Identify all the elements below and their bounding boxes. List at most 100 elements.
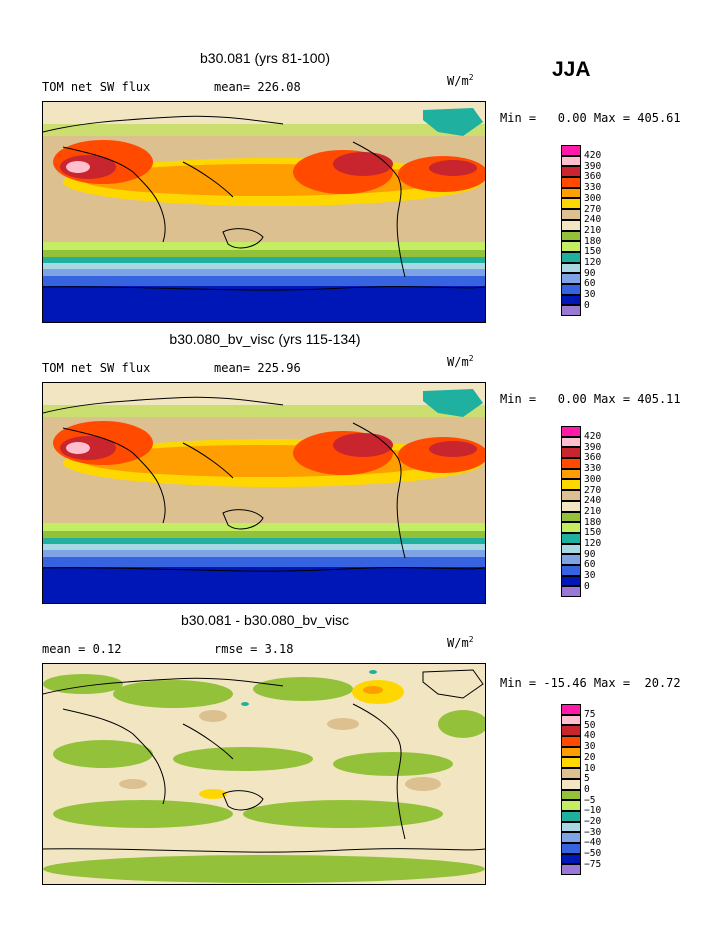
- field-pink-arabia: [66, 442, 90, 454]
- legend-color-box: [561, 187, 581, 199]
- panel-2-mean-label: mean= 225.96: [214, 361, 301, 375]
- panel-1-mean-label: mean= 226.08: [214, 80, 301, 94]
- panel-3-mean-label: mean = 0.12: [42, 642, 122, 656]
- legend-color-box: [561, 725, 581, 737]
- legend-color-box: [561, 768, 581, 779]
- band-lightblue-south: [43, 544, 485, 550]
- coast-americas: [352, 422, 406, 559]
- legend-color-box: [561, 145, 581, 156]
- legend-label: 360: [584, 171, 602, 183]
- legend-label: −40: [584, 837, 602, 849]
- legend-color-box: [561, 586, 581, 597]
- legend-color-box: [561, 575, 581, 587]
- panel-2-title: b30.080_bv_visc (yrs 115-134): [169, 331, 361, 347]
- panel-1-map-svg: [43, 102, 485, 322]
- panel-2-variable-label: TOM net SW flux: [42, 361, 151, 375]
- coast-eurasia-north: [43, 115, 284, 133]
- legend-color-box: [561, 810, 581, 822]
- coast-antarctica: [43, 567, 485, 572]
- legend-color-box: [561, 447, 581, 459]
- panel-1-units: W/m2: [447, 73, 474, 88]
- legend-color-box: [561, 832, 581, 843]
- legend-label: 75: [584, 709, 596, 720]
- field-teal-spot: [369, 670, 377, 674]
- legend-color-box: [561, 155, 581, 167]
- panel-3-map: [42, 663, 486, 885]
- legend-label: 420: [584, 431, 602, 442]
- panel-2-minmax: Min = 0.00 Max = 405.11: [500, 392, 681, 406]
- panel-2-legend: [561, 426, 581, 597]
- patch: [333, 752, 453, 776]
- legend-label: 300: [584, 192, 602, 204]
- patch: [173, 747, 313, 771]
- panel-2-units: W/m2: [447, 354, 474, 369]
- legend-color-box: [561, 532, 581, 544]
- legend-label: 60: [584, 278, 596, 290]
- coast-australia: [222, 228, 264, 249]
- legend-label: 150: [584, 527, 602, 539]
- patch: [253, 677, 353, 701]
- legend-label: 330: [584, 182, 602, 194]
- coast-africa: [62, 427, 166, 524]
- legend-label: 30: [584, 570, 596, 582]
- legend-label: −5: [584, 794, 596, 806]
- patch: [119, 779, 147, 789]
- coastlines: [43, 396, 485, 572]
- legend-color-box: [561, 853, 581, 865]
- legend-color-box: [561, 842, 581, 854]
- coast-eurasia-north: [43, 677, 284, 695]
- legend-color-box: [561, 198, 581, 210]
- legend-color-box: [561, 746, 581, 758]
- legend-color-box: [561, 426, 581, 437]
- coastlines: [43, 669, 485, 853]
- field-darkred-pacific: [333, 152, 393, 176]
- coast-australia: [222, 509, 264, 530]
- legend-label: 120: [584, 257, 602, 268]
- legend-label: 270: [584, 484, 602, 496]
- panel-2-map-svg: [43, 383, 485, 603]
- season-label: JJA: [552, 58, 591, 81]
- legend-label: 90: [584, 548, 596, 560]
- legend-color-box: [561, 800, 581, 811]
- patch: [43, 855, 485, 883]
- units-exponent: 2: [468, 635, 474, 644]
- patch: [405, 777, 441, 791]
- units-base: W/m: [447, 355, 469, 369]
- coast-asia-south: [182, 723, 234, 760]
- band-lightblue-south: [43, 263, 485, 269]
- legend-color-box: [561, 554, 581, 565]
- panel-3-legend: [561, 704, 581, 875]
- band-green-south: [43, 242, 485, 250]
- patch: [43, 674, 123, 694]
- legend-label: 0: [584, 299, 590, 311]
- band-blue-south: [43, 269, 485, 276]
- patch: [243, 800, 443, 828]
- legend-label: 210: [584, 505, 602, 517]
- patch: [53, 740, 153, 768]
- legend-label: −20: [584, 816, 602, 827]
- legend-color-box: [561, 241, 581, 252]
- legend-color-box: [561, 522, 581, 533]
- band-darkblue-south: [43, 567, 485, 603]
- band-olive-south: [43, 531, 485, 538]
- panel-1-legend: [561, 145, 581, 316]
- coast-australia: [222, 790, 264, 811]
- patch: [199, 710, 227, 722]
- legend-label: 240: [584, 495, 602, 507]
- legend-color-box: [561, 283, 581, 295]
- band-olive-south: [43, 250, 485, 257]
- legend-label: 240: [584, 214, 602, 226]
- band-north-polar: [43, 102, 485, 124]
- legend-label: 5: [584, 773, 590, 785]
- band-teal-south: [43, 538, 485, 544]
- legend-label: 30: [584, 289, 596, 301]
- legend-label: −75: [584, 858, 602, 870]
- coast-greenland: [422, 669, 484, 699]
- legend-label: 330: [584, 463, 602, 475]
- legend-label: 270: [584, 203, 602, 215]
- band-royal-south: [43, 557, 485, 567]
- legend-color-box: [561, 219, 581, 231]
- field-darkred-atlantic: [429, 160, 477, 176]
- legend-color-box: [561, 704, 581, 715]
- legend-color-box: [561, 500, 581, 512]
